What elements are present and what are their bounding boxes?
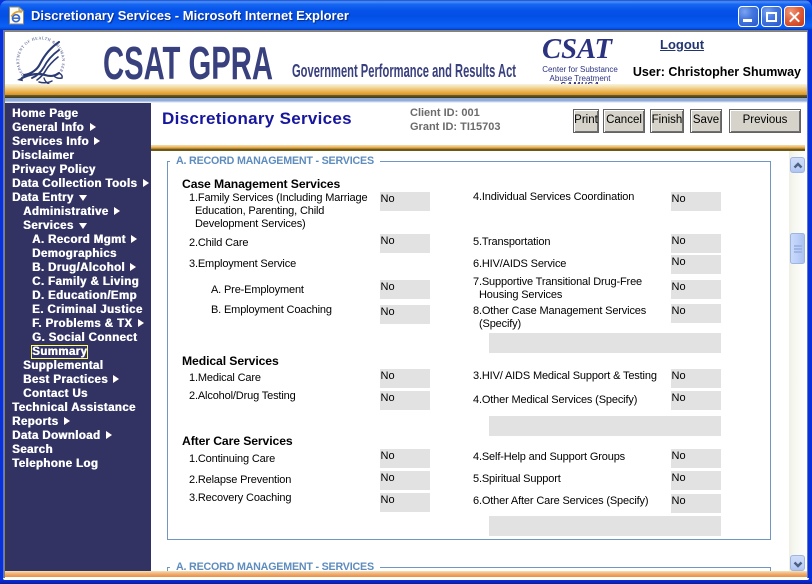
svg-text:Abuse Treatment: Abuse Treatment — [550, 74, 612, 83]
svg-text:CSAT GPRA: CSAT GPRA — [103, 42, 273, 88]
svg-text:Government Performance and Res: Government Performance and Results Act — [292, 61, 516, 81]
svg-text:Center for Substance: Center for Substance — [542, 65, 618, 74]
svg-text:CSAT: CSAT — [542, 34, 613, 65]
